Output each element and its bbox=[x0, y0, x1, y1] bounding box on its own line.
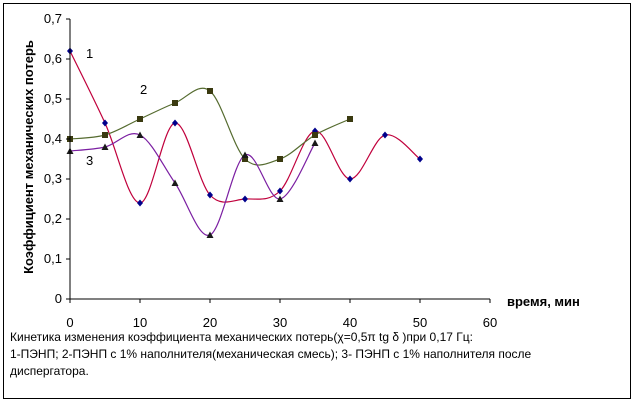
x-tick-label: 60 bbox=[483, 315, 497, 330]
series-1 bbox=[67, 47, 423, 207]
series-1-point bbox=[382, 131, 388, 139]
series-2-point bbox=[137, 116, 143, 122]
series-3-point bbox=[206, 231, 214, 238]
x-tick-label: 30 bbox=[273, 315, 287, 330]
series-2-point bbox=[242, 156, 248, 162]
series-1-line bbox=[69, 50, 421, 204]
series-1-point bbox=[102, 119, 108, 127]
y-tick-label: 0 bbox=[55, 291, 62, 306]
x-tick-label: 20 bbox=[203, 315, 217, 330]
x-tick-label: 40 bbox=[343, 315, 357, 330]
series-3 bbox=[66, 131, 319, 238]
series-2-point bbox=[207, 88, 213, 94]
series-2-point bbox=[347, 116, 353, 122]
series-1-point bbox=[207, 191, 213, 199]
y-tick-label: 0,6 bbox=[44, 51, 62, 66]
y-tick-label: 0,3 bbox=[44, 171, 62, 186]
y-tick-label: 0,2 bbox=[44, 211, 62, 226]
series-2-point bbox=[172, 100, 178, 106]
labels-layer: 0 0,1 0,2 0,3 0,4 0,5 0,6 0,7 0 10 20 30 40 50 60 1 2 3 bbox=[44, 11, 497, 330]
series-3-point bbox=[276, 195, 284, 202]
series-3-point bbox=[241, 151, 249, 158]
series-1-point bbox=[347, 175, 353, 183]
series-1-label: 1 bbox=[86, 46, 93, 61]
series-3-line bbox=[69, 133, 316, 236]
series-1-point bbox=[242, 195, 248, 203]
series-2-point bbox=[312, 132, 318, 138]
y-axis-title: Коэффициент механических потерь bbox=[21, 40, 36, 274]
series-1-point bbox=[172, 119, 178, 127]
y-tick-label: 0,5 bbox=[44, 91, 62, 106]
y-tick-label: 0,1 bbox=[44, 251, 62, 266]
series-2-line bbox=[69, 87, 351, 166]
x-tick-label: 10 bbox=[133, 315, 147, 330]
x-tick-label: 0 bbox=[66, 315, 73, 330]
caption-line-1: Кинетика изменения коэффициента механиче… bbox=[10, 330, 473, 344]
series-3-point bbox=[171, 179, 179, 186]
series-2-point bbox=[102, 132, 108, 138]
series-2-label: 2 bbox=[140, 82, 147, 97]
series-3-label: 3 bbox=[86, 153, 93, 168]
series-layer bbox=[66, 47, 423, 238]
series-3-point bbox=[101, 143, 109, 150]
series-3-point bbox=[311, 139, 319, 146]
series-3-point bbox=[136, 131, 144, 138]
axes-layer bbox=[66, 18, 491, 303]
caption-line-2: 1-ПЭНП; 2-ПЭНП с 1% наполнителя(механиче… bbox=[10, 347, 532, 361]
figure-caption: Кинетика изменения коэффициента механиче… bbox=[10, 329, 610, 380]
series-2-point bbox=[277, 156, 283, 162]
x-axis-title: время, мин bbox=[507, 294, 580, 309]
series-1-point bbox=[137, 199, 143, 207]
series-1-point bbox=[417, 155, 423, 163]
series-1-point bbox=[277, 187, 283, 195]
caption-line-3: диспергатора. bbox=[10, 364, 89, 378]
y-tick-label: 0,4 bbox=[44, 131, 62, 146]
chart-frame bbox=[3, 3, 631, 399]
y-tick-label: 0,7 bbox=[44, 11, 62, 26]
x-tick-label: 50 bbox=[413, 315, 427, 330]
